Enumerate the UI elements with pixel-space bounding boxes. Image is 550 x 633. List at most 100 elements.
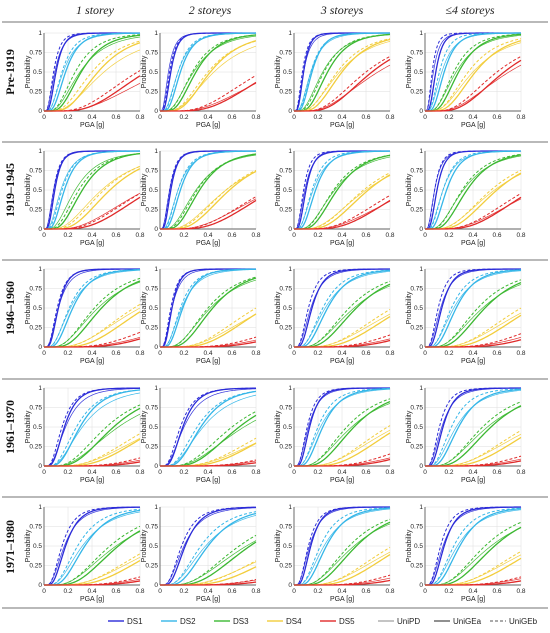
y-tick-label: 0.75 bbox=[279, 168, 292, 175]
legend-label-ds3: DS3 bbox=[233, 617, 249, 626]
curve-ds5-unigeb bbox=[294, 55, 391, 112]
x-tick-label: 0 bbox=[292, 114, 296, 121]
x-tick-label: 0.4 bbox=[87, 469, 96, 476]
panel-5-2: 0 0.2 0.4 0.6 0.8 0 0.25 0.5 0.75 1 PGA [g] Probabi… bbox=[141, 504, 261, 603]
y-tick-label: 0.75 bbox=[145, 50, 158, 57]
y-tick-label: 0.25 bbox=[29, 207, 42, 214]
x-tick-label: 0.2 bbox=[179, 114, 188, 121]
x-tick-label: 0 bbox=[158, 588, 162, 595]
row-title-3: 1946–1960 bbox=[3, 281, 17, 335]
curve-ds2-unigea bbox=[294, 507, 391, 586]
y-tick-label: 0 bbox=[38, 582, 42, 589]
x-tick-label: 0.6 bbox=[227, 588, 236, 595]
y-tick-label: 0.75 bbox=[145, 168, 158, 175]
x-tick-label: 0 bbox=[42, 469, 46, 476]
curve-ds1-unigeb bbox=[294, 268, 390, 348]
x-tick-label: 0.8 bbox=[135, 114, 144, 121]
x-tick-label: 0.6 bbox=[361, 232, 370, 239]
y-tick-label: 1 bbox=[419, 30, 423, 37]
x-tick-label: 0.8 bbox=[516, 232, 525, 239]
x-tick-label: 0.4 bbox=[203, 232, 212, 239]
x-tick-label: 0.8 bbox=[385, 588, 394, 595]
x-axis-label: PGA [g] bbox=[196, 477, 220, 484]
y-tick-label: 0.5 bbox=[149, 305, 158, 312]
curve-ds3-unipd bbox=[294, 156, 391, 230]
panel-4-4: 0 0.2 0.4 0.6 0.8 0 0.25 0.5 0.75 1 PGA [g] Probabi… bbox=[406, 385, 526, 484]
x-tick-label: 0.6 bbox=[111, 114, 120, 121]
x-tick-label: 0.6 bbox=[492, 232, 501, 239]
y-tick-label: 0 bbox=[154, 108, 158, 115]
x-tick-label: 0 bbox=[292, 469, 296, 476]
x-tick-label: 0 bbox=[423, 350, 427, 357]
y-tick-label: 1 bbox=[419, 148, 423, 155]
curve-ds5-unigeb bbox=[44, 457, 141, 467]
x-tick-label: 0.8 bbox=[385, 350, 394, 357]
curve-ds5-unigeb bbox=[44, 70, 141, 112]
y-tick-label: 0.25 bbox=[29, 89, 42, 96]
row-title-2: 1919–1945 bbox=[3, 163, 17, 217]
x-tick-label: 0.6 bbox=[361, 469, 370, 476]
x-tick-label: 0.8 bbox=[251, 232, 260, 239]
x-tick-label: 0.2 bbox=[63, 232, 72, 239]
x-tick-label: 0.2 bbox=[444, 232, 453, 239]
x-tick-label: 0 bbox=[423, 588, 427, 595]
y-tick-label: 0.25 bbox=[145, 207, 158, 214]
x-tick-label: 0.4 bbox=[468, 114, 477, 121]
x-tick-label: 0.6 bbox=[361, 350, 370, 357]
y-tick-label: 0.5 bbox=[33, 424, 42, 431]
y-tick-label: 0.5 bbox=[33, 543, 42, 550]
x-tick-label: 0.4 bbox=[468, 350, 477, 357]
column-title-1: 1 storey bbox=[76, 3, 115, 17]
x-tick-label: 0.4 bbox=[87, 114, 96, 121]
x-tick-label: 0.6 bbox=[227, 114, 236, 121]
x-tick-label: 0.6 bbox=[111, 350, 120, 357]
y-axis-label: Probability bbox=[406, 291, 413, 324]
curve-ds5-unigeb bbox=[44, 576, 141, 586]
y-axis-label: Probability bbox=[25, 173, 32, 206]
y-tick-label: 0.75 bbox=[279, 50, 292, 57]
y-tick-label: 0.25 bbox=[279, 207, 292, 214]
curve-ds1-unigeb bbox=[160, 506, 257, 586]
curve-ds3-unigeb bbox=[294, 280, 391, 348]
panels: 0 0.2 0.4 0.6 0.8 0 0.25 0.5 0.75 1 PGA [g] Probabi… bbox=[25, 30, 526, 603]
x-axis-label: PGA [g] bbox=[196, 240, 220, 247]
curve-ds4-unigeb bbox=[44, 40, 141, 112]
y-axis-label: Probability bbox=[25, 291, 32, 324]
y-axis-label: Probability bbox=[141, 529, 148, 562]
x-tick-label: 0 bbox=[292, 232, 296, 239]
y-axis-label: Probability bbox=[275, 410, 282, 443]
curve-ds5-unigeb bbox=[425, 333, 522, 348]
curve-ds1-unigeb bbox=[44, 268, 140, 348]
x-tick-label: 0 bbox=[292, 350, 296, 357]
x-tick-label: 0.6 bbox=[227, 232, 236, 239]
curve-ds2-unigea bbox=[425, 269, 522, 348]
x-tick-label: 0.8 bbox=[135, 469, 144, 476]
x-axis-label: PGA [g] bbox=[330, 477, 354, 484]
x-tick-label: 0 bbox=[42, 114, 46, 121]
x-tick-label: 0.2 bbox=[179, 588, 188, 595]
y-tick-label: 0.25 bbox=[410, 325, 423, 332]
x-axis-label: PGA [g] bbox=[330, 358, 354, 365]
curve-ds3-unipd bbox=[425, 155, 522, 230]
curve-ds5-unigeb bbox=[425, 55, 522, 112]
curve-ds2-unigeb bbox=[425, 507, 522, 586]
curve-ds2-unigeb bbox=[44, 508, 141, 586]
legend-label-ds2: DS2 bbox=[180, 617, 196, 626]
x-tick-label: 0.2 bbox=[179, 350, 188, 357]
curve-ds5-unigeb bbox=[294, 194, 391, 230]
curve-ds5-unigeb bbox=[160, 74, 257, 112]
curve-ds3-unigeb bbox=[294, 398, 391, 467]
x-tick-label: 0.4 bbox=[203, 350, 212, 357]
y-tick-label: 1 bbox=[419, 385, 423, 392]
y-tick-label: 0.75 bbox=[29, 405, 42, 412]
curve-ds1-unigeb bbox=[294, 506, 390, 586]
y-tick-label: 0 bbox=[419, 344, 423, 351]
curve-ds1-unipd bbox=[160, 507, 257, 586]
curve-ds2-unigeb bbox=[294, 269, 391, 348]
x-axis-label: PGA [g] bbox=[330, 240, 354, 247]
curve-ds5-unigeb bbox=[160, 459, 257, 467]
x-axis-label: PGA [g] bbox=[461, 596, 485, 603]
y-axis-label: Probability bbox=[406, 410, 413, 443]
x-tick-label: 0.8 bbox=[516, 350, 525, 357]
y-tick-label: 1 bbox=[419, 504, 423, 511]
